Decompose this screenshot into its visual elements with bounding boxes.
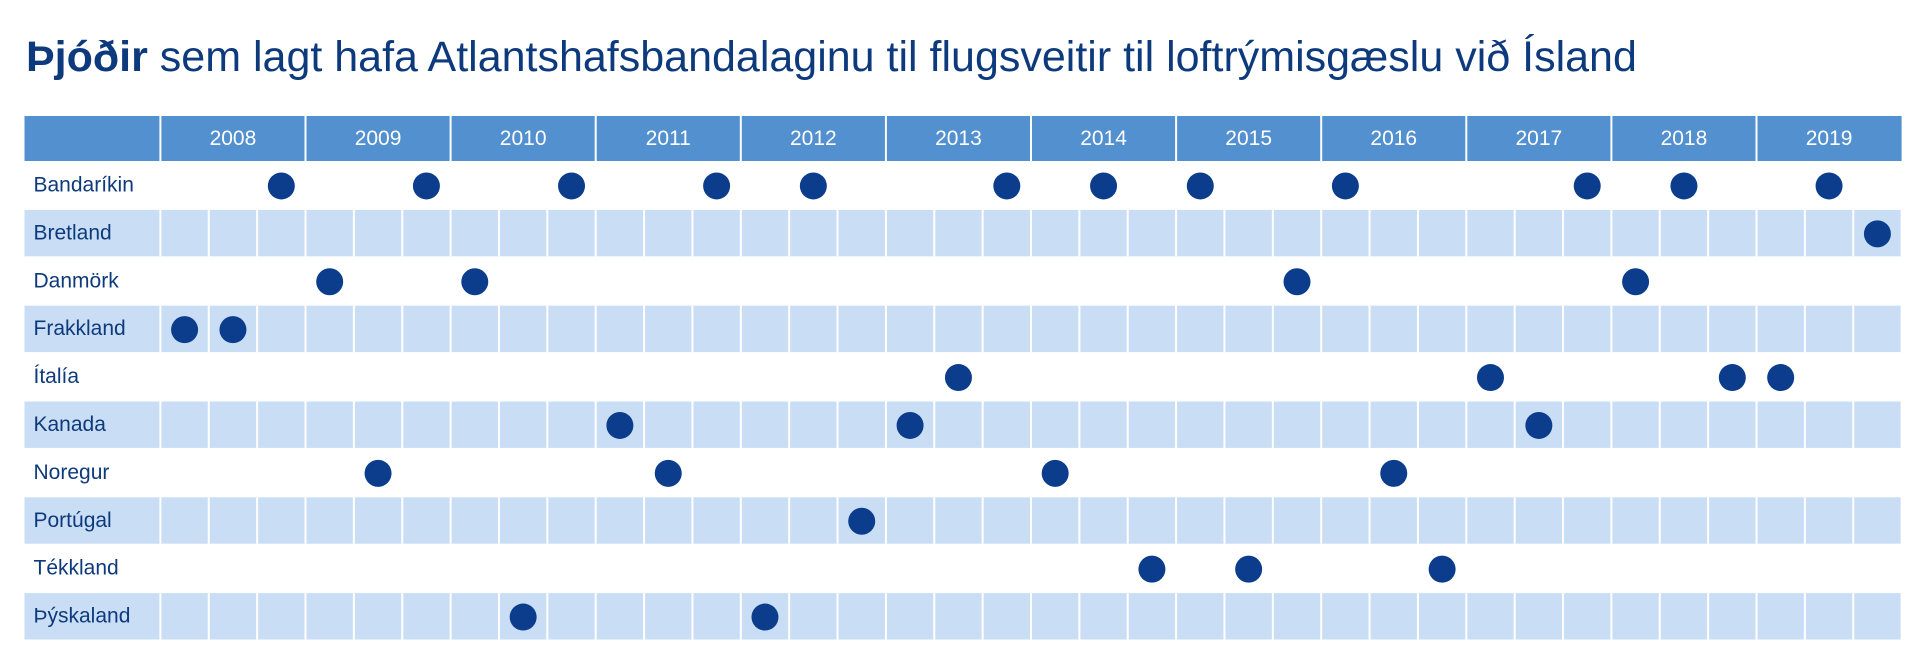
deployment-dot bbox=[1041, 459, 1069, 487]
deployment-dot bbox=[703, 172, 731, 200]
year-label: 2014 bbox=[1080, 127, 1127, 150]
country-label: Þýskaland bbox=[34, 605, 131, 628]
title: Þjóðir sem lagt hafa Atlantshafsbandalag… bbox=[26, 33, 1637, 81]
deployment-dot bbox=[1622, 268, 1650, 296]
deployment-dot bbox=[1767, 364, 1795, 392]
row-bg bbox=[24, 497, 1902, 544]
header-bg bbox=[24, 116, 1902, 161]
country-label: Frakkland bbox=[34, 317, 126, 340]
deployment-dot bbox=[1380, 459, 1408, 487]
deployment-dot bbox=[1815, 172, 1843, 200]
deployment-dot bbox=[606, 411, 634, 439]
deployment-dot bbox=[461, 268, 489, 296]
country-label: Portúgal bbox=[34, 509, 112, 532]
deployment-dot bbox=[1331, 172, 1359, 200]
row-bg bbox=[24, 401, 1902, 448]
year-label: 2008 bbox=[210, 127, 257, 150]
deployment-dot bbox=[364, 459, 392, 487]
deployment-dot bbox=[1138, 555, 1166, 583]
deployment-dot bbox=[171, 316, 199, 344]
row-bg bbox=[24, 593, 1902, 640]
year-label: 2009 bbox=[355, 127, 402, 150]
title-rest: sem lagt hafa Atlantshafsbandalaginu til… bbox=[148, 33, 1637, 81]
country-label: Bandaríkin bbox=[34, 173, 134, 196]
year-label: 2018 bbox=[1661, 127, 1708, 150]
country-label: Tékkland bbox=[34, 557, 119, 580]
country-label: Noregur bbox=[34, 461, 110, 484]
year-label: 2017 bbox=[1515, 127, 1562, 150]
deployment-dot bbox=[1090, 172, 1118, 200]
deployment-dot bbox=[316, 268, 344, 296]
deployment-dot bbox=[1863, 220, 1891, 248]
deployment-dot bbox=[1573, 172, 1601, 200]
row-bg bbox=[24, 209, 1902, 257]
country-label: Ítalía bbox=[34, 365, 80, 388]
deployment-dot bbox=[509, 603, 537, 631]
deployment-dot bbox=[1718, 364, 1746, 392]
deployment-dot bbox=[1186, 172, 1214, 200]
deployment-dot bbox=[654, 459, 682, 487]
year-label: 2010 bbox=[500, 127, 547, 150]
deployment-dot bbox=[558, 172, 586, 200]
deployment-dot bbox=[1670, 172, 1698, 200]
deployment-dot bbox=[848, 507, 876, 535]
deployment-dot bbox=[993, 172, 1021, 200]
country-label: Kanada bbox=[34, 413, 107, 436]
row-bg bbox=[24, 305, 1902, 353]
deployment-dot bbox=[1428, 555, 1456, 583]
deployment-dot bbox=[799, 172, 827, 200]
deployment-dot bbox=[751, 603, 779, 631]
title-bold: Þjóðir bbox=[26, 33, 148, 81]
deployment-dot bbox=[896, 411, 924, 439]
year-label: 2015 bbox=[1225, 127, 1272, 150]
year-label: 2012 bbox=[790, 127, 837, 150]
deployment-dot bbox=[1525, 411, 1553, 439]
country-label: Bretland bbox=[34, 221, 112, 244]
year-label: 2013 bbox=[935, 127, 982, 150]
deployment-dot bbox=[267, 172, 295, 200]
country-label: Danmörk bbox=[34, 269, 120, 292]
deployment-dot bbox=[1283, 268, 1311, 296]
deployment-dot bbox=[1476, 364, 1504, 392]
deployment-dot bbox=[1235, 555, 1263, 583]
deployment-dot bbox=[944, 364, 972, 392]
deployment-dot bbox=[412, 172, 440, 200]
year-label: 2011 bbox=[646, 127, 691, 150]
year-label: 2016 bbox=[1370, 127, 1417, 150]
year-label: 2019 bbox=[1806, 127, 1853, 150]
deployment-dot bbox=[219, 316, 247, 344]
